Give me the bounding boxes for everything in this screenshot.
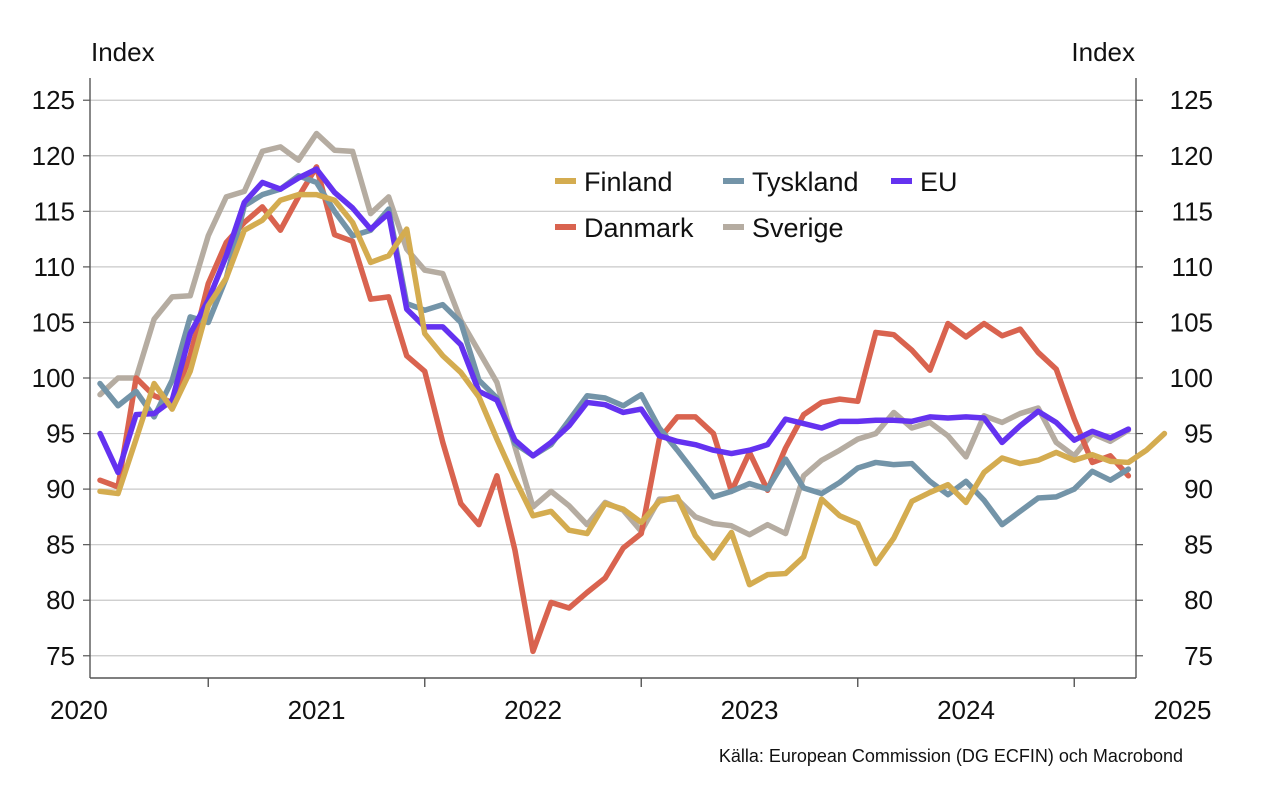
series-line-danmark [97,164,1132,655]
x-tick-label: 2020 [50,695,108,725]
y-tick-label-left: 75 [46,641,75,671]
y-tick-label-left: 80 [46,585,75,615]
legend-label-finland: Finland [584,167,673,197]
y-axis-title-right: Index [1071,37,1135,67]
y-tick-label-right: 115 [1172,196,1213,226]
y-tick-label-right: 125 [1170,85,1213,115]
y-tick-label-left: 95 [46,419,75,449]
x-tick-label: 2023 [721,695,779,725]
y-tick-label-left: 100 [32,363,75,393]
y-tick-label-left: 105 [32,307,75,337]
series-line-finland [97,191,1168,588]
x-tick-label: 2024 [937,695,995,725]
legend-label-danmark: Danmark [584,213,694,243]
y-tick-label-left: 85 [46,530,75,560]
y-tick-label-right: 85 [1184,530,1213,560]
x-tick-label: 2025 [1154,695,1212,725]
series-lines [97,130,1168,655]
legend-label-eu: EU [920,167,958,197]
legend-label-tyskland: Tyskland [752,167,859,197]
y-tick-label-left: 90 [46,474,75,504]
legend-label-sverige: Sverige [752,213,844,243]
axes: Index Index 75 75 80 80 85 85 90 90 95 95 100 100 10… [32,37,1213,725]
source-note: Källa: European Commission (DG ECFIN) oc… [719,746,1183,766]
y-tick-label-right: 100 [1170,363,1213,393]
y-tick-label-right: 110 [1172,252,1213,282]
series-line-tyskland [97,173,1132,528]
y-axis-title-left: Index [91,37,155,67]
gridlines [90,99,1136,657]
y-tick-label-right: 80 [1184,585,1213,615]
y-tick-label-left: 125 [32,85,75,115]
y-tick-label-right: 120 [1170,141,1213,171]
y-tick-label-right: 75 [1184,641,1213,671]
series-line-eu [97,166,1132,476]
y-tick-label-right: 95 [1184,419,1213,449]
y-tick-label-left: 115 [34,196,75,226]
y-tick-label-right: 105 [1170,307,1213,337]
y-tick-label-right: 90 [1184,474,1213,504]
y-tick-label-left: 110 [34,252,75,282]
x-tick-label: 2022 [504,695,562,725]
y-tick-label-left: 120 [32,141,75,171]
x-tick-label: 2021 [288,695,346,725]
legend: Finland Tyskland EU Danmark Sverige [555,167,958,243]
